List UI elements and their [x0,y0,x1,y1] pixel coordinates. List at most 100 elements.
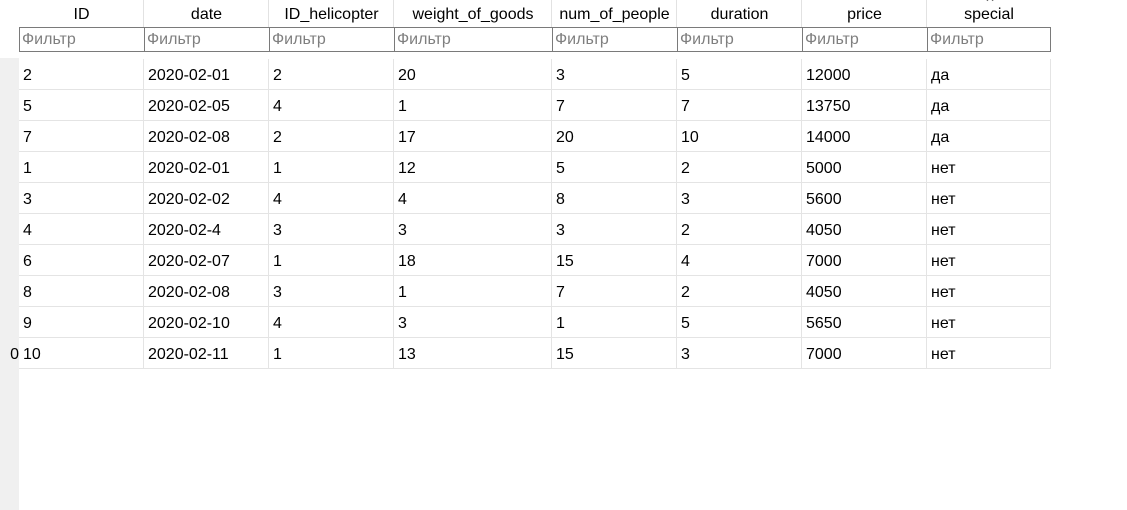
cell-special[interactable]: нет [927,276,1051,306]
row-header-cell[interactable] [0,308,19,339]
cell-weight-of-goods[interactable]: 1 [394,276,552,306]
filter-input-price[interactable] [802,28,928,51]
cell-date[interactable]: 2020-02-10 [144,307,269,337]
column-header-divider[interactable] [926,0,927,27]
cell-date[interactable]: 2020-02-01 [144,59,269,89]
row-header-cell[interactable] [0,215,19,246]
table-row[interactable]: 1 2020-02-01 1 12 5 2 5000 нет [19,152,1051,183]
cell-num-of-people[interactable]: 3 [552,214,677,244]
filter-input-id-helicopter[interactable] [269,28,395,51]
cell-id-helicopter[interactable]: 4 [269,90,394,120]
cell-id[interactable]: 7 [19,121,144,151]
row-header-cell[interactable] [0,153,19,184]
column-header-divider[interactable] [676,0,677,27]
row-header-cell[interactable] [0,91,19,122]
cell-id[interactable]: 10 [19,338,144,368]
cell-date[interactable]: 2020-02-02 [144,183,269,213]
cell-special[interactable]: да [927,121,1051,151]
cell-weight-of-goods[interactable]: 18 [394,245,552,275]
cell-duration[interactable]: 7 [677,90,802,120]
filter-input-date[interactable] [144,28,270,51]
row-header-cell[interactable] [0,60,19,91]
cell-weight-of-goods[interactable]: 12 [394,152,552,182]
cell-id[interactable]: 4 [19,214,144,244]
cell-price[interactable]: 13750 [802,90,927,120]
cell-special[interactable]: да [927,90,1051,120]
cell-weight-of-goods[interactable]: 4 [394,183,552,213]
cell-num-of-people[interactable]: 20 [552,121,677,151]
table-row[interactable]: 5 2020-02-05 4 1 7 7 13750 да [19,90,1051,121]
cell-weight-of-goods[interactable]: 3 [394,307,552,337]
column-header-date[interactable]: date [190,6,223,23]
cell-id-helicopter[interactable]: 1 [269,152,394,182]
cell-date[interactable]: 2020-02-08 [144,276,269,306]
cell-duration[interactable]: 5 [677,307,802,337]
cell-num-of-people[interactable]: 7 [552,90,677,120]
cell-num-of-people[interactable]: 5 [552,152,677,182]
table-row[interactable]: 2 2020-02-01 2 20 3 5 12000 да [19,59,1051,90]
cell-duration[interactable]: 3 [677,338,802,368]
cell-id-helicopter[interactable]: 1 [269,338,394,368]
column-header-special[interactable]: special [964,6,1014,23]
cell-weight-of-goods[interactable]: 17 [394,121,552,151]
cell-duration[interactable]: 3 [677,183,802,213]
column-header-divider[interactable] [143,0,144,27]
cell-num-of-people[interactable]: 15 [552,338,677,368]
cell-id[interactable]: 2 [19,59,144,89]
cell-price[interactable]: 7000 [802,338,927,368]
filter-input-special[interactable] [927,28,1052,51]
table-row[interactable]: 8 2020-02-08 3 1 7 2 4050 нет [19,276,1051,307]
column-header-divider[interactable] [801,0,802,27]
table-row[interactable]: 7 2020-02-08 2 17 20 10 14000 да [19,121,1051,152]
cell-duration[interactable]: 2 [677,152,802,182]
cell-id-helicopter[interactable]: 4 [269,307,394,337]
cell-id-helicopter[interactable]: 1 [269,245,394,275]
cell-price[interactable]: 12000 [802,59,927,89]
cell-duration[interactable]: 10 [677,121,802,151]
filter-input-id[interactable] [20,28,145,51]
column-header-weight-of-goods[interactable]: weight_of_goods [412,6,534,23]
column-header-duration[interactable]: duration [710,6,769,23]
filter-input-weight-of-goods[interactable] [394,28,553,51]
column-header-num-of-people[interactable]: num_of_people [559,6,670,23]
cell-weight-of-goods[interactable]: 13 [394,338,552,368]
cell-num-of-people[interactable]: 7 [552,276,677,306]
cell-date[interactable]: 2020-02-08 [144,121,269,151]
column-header-divider[interactable] [393,0,394,27]
row-header-cell[interactable] [0,122,19,153]
cell-num-of-people[interactable]: 1 [552,307,677,337]
cell-price[interactable]: 14000 [802,121,927,151]
cell-weight-of-goods[interactable]: 1 [394,90,552,120]
cell-date[interactable]: 2020-02-05 [144,90,269,120]
cell-special[interactable]: нет [927,152,1051,182]
filter-input-num-of-people[interactable] [552,28,678,51]
cell-num-of-people[interactable]: 3 [552,59,677,89]
cell-date[interactable]: 2020-02-4 [144,214,269,244]
cell-price[interactable]: 5000 [802,152,927,182]
cell-date[interactable]: 2020-02-01 [144,152,269,182]
cell-duration[interactable]: 2 [677,276,802,306]
cell-id[interactable]: 6 [19,245,144,275]
row-header-cell[interactable] [0,246,19,277]
cell-id-helicopter[interactable]: 4 [269,183,394,213]
table-row[interactable]: 3 2020-02-02 4 4 8 3 5600 нет [19,183,1051,214]
cell-special[interactable]: нет [927,307,1051,337]
table-row[interactable]: 9 2020-02-10 4 3 1 5 5650 нет [19,307,1051,338]
cell-id[interactable]: 1 [19,152,144,182]
cell-weight-of-goods[interactable]: 20 [394,59,552,89]
cell-special[interactable]: да [927,59,1051,89]
table-row[interactable]: 6 2020-02-07 1 18 15 4 7000 нет [19,245,1051,276]
cell-id-helicopter[interactable]: 2 [269,121,394,151]
cell-date[interactable]: 2020-02-11 [144,338,269,368]
cell-id-helicopter[interactable]: 2 [269,59,394,89]
cell-date[interactable]: 2020-02-07 [144,245,269,275]
column-header-id-helicopter[interactable]: ID_helicopter [284,6,379,23]
column-header-divider[interactable] [551,0,552,27]
cell-num-of-people[interactable]: 8 [552,183,677,213]
column-header-divider[interactable] [268,0,269,27]
row-header-cell[interactable] [0,184,19,215]
cell-num-of-people[interactable]: 15 [552,245,677,275]
column-header-id[interactable]: ID [73,6,90,23]
cell-id[interactable]: 3 [19,183,144,213]
cell-price[interactable]: 5650 [802,307,927,337]
